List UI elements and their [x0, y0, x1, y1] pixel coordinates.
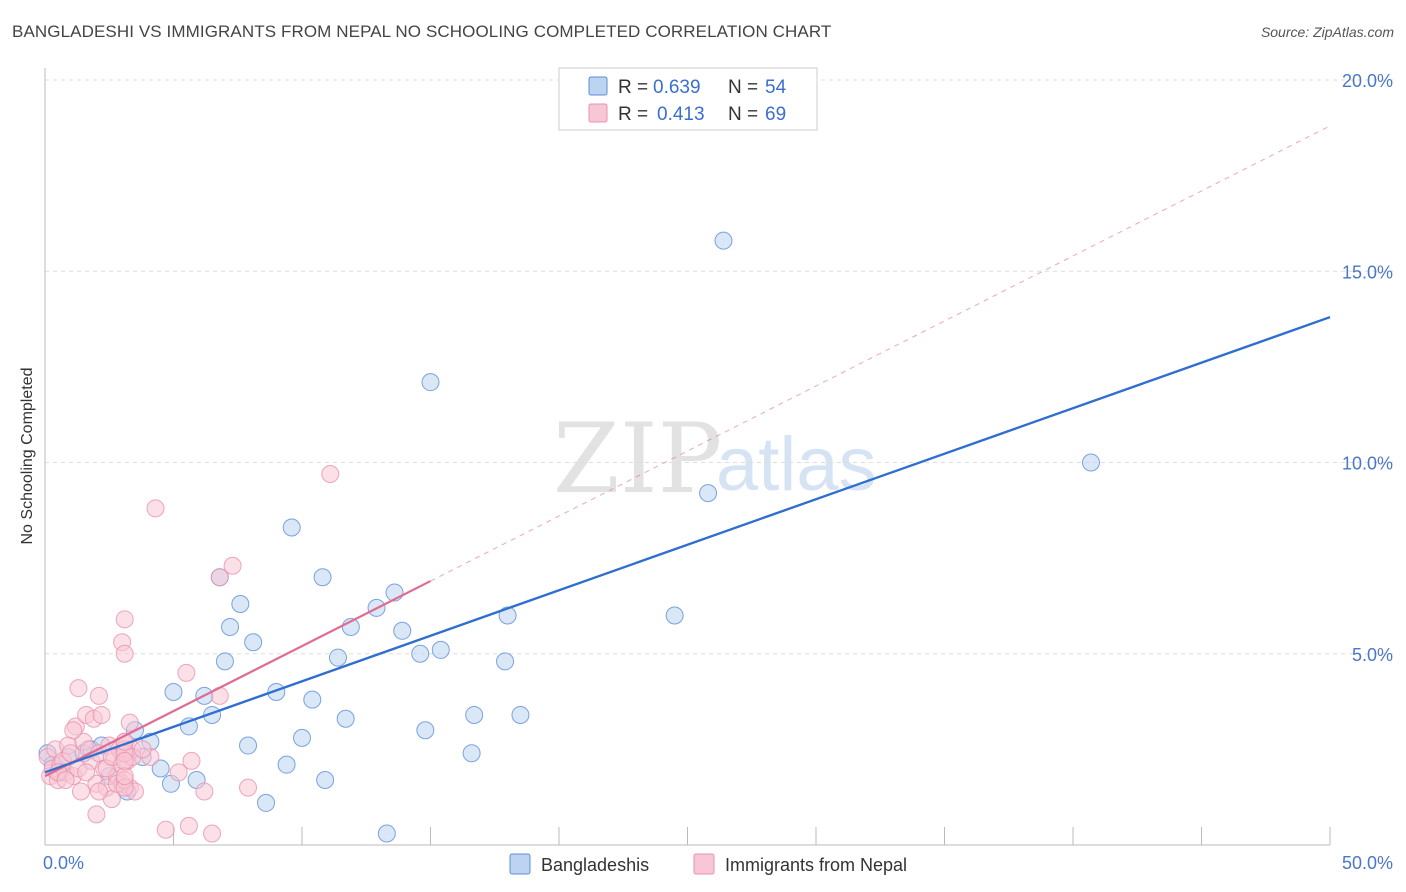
data-point	[462, 744, 481, 763]
data-point	[69, 679, 88, 698]
data-point	[239, 778, 258, 797]
data-point	[64, 721, 83, 740]
y-tick-label-0: 5.0%	[1352, 645, 1393, 665]
data-point	[416, 721, 435, 740]
data-point	[316, 770, 335, 789]
bottom-legend-label-nepal: Immigrants from Nepal	[725, 855, 907, 875]
data-point	[120, 713, 139, 732]
data-point	[321, 464, 340, 483]
data-point	[231, 595, 250, 614]
data-points	[38, 231, 1100, 843]
data-point	[115, 767, 134, 786]
legend-n-label-1: N =	[728, 77, 758, 98]
y-tick-label-1: 10.0%	[1342, 454, 1393, 474]
source-label: Source: ZipAtlas.com	[1260, 24, 1394, 40]
data-point	[92, 705, 111, 724]
tick-labels: 5.0% 10.0% 15.0% 20.0% 0.0% 50.0%	[43, 71, 1393, 873]
data-point	[89, 782, 108, 801]
data-point	[179, 816, 198, 835]
data-point	[71, 782, 90, 801]
x-tick-label-min: 0.0%	[43, 853, 84, 873]
axes	[44, 68, 1331, 846]
data-point	[115, 610, 134, 629]
data-point	[177, 663, 196, 682]
data-point	[313, 568, 332, 587]
watermark-atlas: atlas	[716, 422, 877, 507]
data-point	[151, 759, 170, 778]
data-point	[133, 740, 152, 759]
bottom-legend-swatch-nepal	[693, 853, 715, 875]
bottom-legend-swatch-bangladeshis	[509, 853, 531, 875]
data-point	[56, 770, 75, 789]
data-point	[221, 617, 240, 636]
data-point	[411, 644, 430, 663]
data-point	[89, 686, 108, 705]
bottom-legend-label-bangladeshis: Bangladeshis	[541, 855, 649, 875]
x-tick-label-max: 50.0%	[1342, 853, 1393, 873]
series-bangladeshis	[38, 231, 1100, 843]
data-point	[699, 484, 718, 503]
data-point	[665, 606, 684, 625]
data-point	[496, 652, 515, 671]
y-tick-label-3: 20.0%	[1342, 71, 1393, 91]
series-nepal	[38, 464, 340, 843]
correlation-legend: R = 0.639 N = 54 R = 0.413 N = 69	[558, 67, 818, 131]
data-point	[465, 705, 484, 724]
data-point	[431, 640, 450, 659]
y-tick-label-2: 15.0%	[1342, 262, 1393, 282]
data-point	[115, 751, 134, 770]
trend-line-nepal-extended	[430, 125, 1331, 582]
legend-r-value-2: 0.413	[657, 104, 705, 125]
data-point	[239, 736, 258, 755]
chart-title: BANGLADESHI VS IMMIGRANTS FROM NEPAL NO …	[12, 22, 832, 41]
data-point	[210, 568, 229, 587]
legend-n-value-1: 54	[765, 77, 787, 98]
data-point	[203, 824, 222, 843]
data-point	[146, 499, 165, 518]
data-point	[393, 621, 412, 640]
trend-line-bangladeshis-overlay	[44, 316, 1331, 774]
data-point	[282, 518, 301, 537]
legend-n-value-2: 69	[765, 104, 786, 125]
watermark-zip: ZIP	[553, 403, 722, 515]
trend-line-nepal	[44, 580, 431, 778]
data-point	[77, 763, 96, 782]
data-point	[182, 751, 201, 770]
zipatlas-watermark: ZIP atlas	[553, 403, 877, 515]
data-point	[257, 793, 276, 812]
data-point	[277, 755, 296, 774]
data-point	[115, 644, 134, 663]
data-point	[164, 683, 183, 701]
data-point	[169, 763, 188, 782]
data-point	[336, 709, 355, 728]
data-point	[61, 744, 80, 763]
legend-r-value-1: 0.639	[653, 77, 701, 98]
legend-r-label-2: R =	[618, 104, 648, 125]
data-point	[421, 373, 440, 392]
data-point	[195, 782, 214, 801]
legend-r-label-1: R =	[618, 77, 648, 98]
data-point	[223, 556, 242, 575]
data-point	[215, 652, 234, 671]
legend-n-label-2: N =	[728, 104, 758, 125]
data-point	[511, 705, 530, 724]
data-point	[377, 824, 396, 843]
data-point	[498, 606, 517, 625]
data-point	[1081, 453, 1100, 472]
data-point	[303, 690, 322, 709]
data-point	[87, 805, 106, 824]
legend-swatch-bangladeshis	[588, 76, 608, 96]
legend-swatch-nepal	[588, 103, 608, 123]
series-legend: Bangladeshis Immigrants from Nepal	[509, 853, 907, 875]
data-point	[293, 728, 311, 747]
data-point	[156, 820, 175, 839]
data-point	[328, 648, 347, 667]
data-point	[714, 231, 733, 250]
data-point	[244, 633, 263, 652]
